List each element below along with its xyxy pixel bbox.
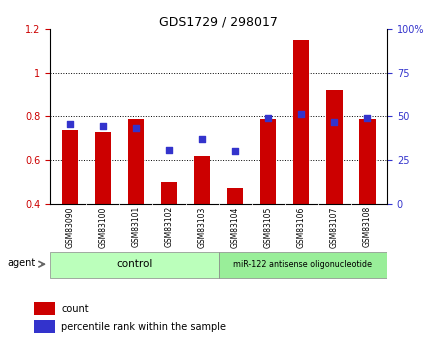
Point — [264, 115, 271, 120]
FancyBboxPatch shape — [218, 252, 386, 278]
Text: GSM83103: GSM83103 — [197, 206, 206, 247]
Text: GSM83105: GSM83105 — [263, 206, 272, 247]
Point — [330, 119, 337, 125]
Text: GSM83101: GSM83101 — [131, 206, 140, 247]
Bar — [226, 188, 243, 204]
Point — [363, 115, 370, 120]
Bar — [325, 90, 342, 204]
Text: GSM83104: GSM83104 — [230, 206, 239, 247]
Point — [99, 124, 106, 129]
Text: agent: agent — [7, 258, 36, 268]
Text: GSM83108: GSM83108 — [362, 206, 371, 247]
Point — [297, 111, 304, 117]
Text: GSM83107: GSM83107 — [329, 206, 338, 247]
Point — [66, 121, 73, 127]
Text: GSM83100: GSM83100 — [98, 206, 107, 247]
Point — [132, 126, 139, 131]
Text: count: count — [61, 304, 89, 314]
Bar — [292, 40, 309, 204]
Point — [198, 137, 205, 142]
Text: percentile rank within the sample: percentile rank within the sample — [61, 322, 226, 332]
Point — [231, 148, 238, 154]
Bar — [259, 119, 276, 204]
Bar — [62, 129, 78, 204]
Bar — [358, 119, 375, 204]
Text: GSM83090: GSM83090 — [65, 206, 74, 248]
Bar — [161, 182, 177, 204]
Point — [165, 147, 172, 153]
Text: GSM83102: GSM83102 — [164, 206, 173, 247]
FancyBboxPatch shape — [50, 252, 218, 278]
Bar — [128, 119, 144, 204]
Text: control: control — [116, 259, 152, 269]
Title: GDS1729 / 298017: GDS1729 / 298017 — [159, 15, 277, 28]
Text: miR-122 antisense oligonucleotide: miR-122 antisense oligonucleotide — [233, 260, 372, 269]
Bar — [34, 320, 55, 333]
Text: GSM83106: GSM83106 — [296, 206, 305, 247]
Bar — [95, 132, 111, 204]
Bar — [34, 302, 55, 315]
Bar — [194, 156, 210, 204]
